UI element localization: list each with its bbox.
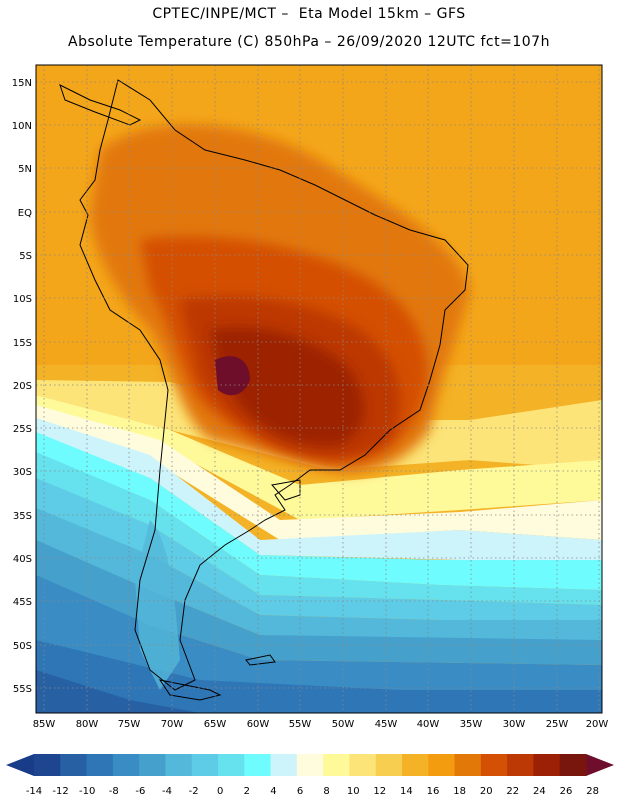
colorbar-swatch — [507, 754, 534, 776]
gridlines — [36, 65, 602, 713]
chart-title-model: CPTEC/INPE/MCT – Eta Model 15km – GFS — [152, 6, 466, 22]
temperature-map[interactable]: 15N 10N 5N EQ 5S 10S 15S 20S 25S 30S 35S… — [0, 55, 618, 735]
lon-label: 85W — [33, 719, 56, 730]
colorbar-swatch — [402, 754, 429, 776]
colorbar-swatches — [34, 754, 587, 776]
colorbar-tick-label: 22 — [506, 786, 519, 797]
colorbar-swatch — [454, 754, 482, 776]
colorbar-tick-label: -12 — [52, 786, 68, 797]
colorbar-tick-label: -8 — [109, 786, 119, 797]
chart-title-field: Absolute Temperature (C) 850hPa – 26/09/… — [68, 34, 550, 50]
lon-label: 40W — [417, 719, 440, 730]
colorbar-swatch — [296, 754, 324, 776]
colorbar-tick-label: 16 — [427, 786, 440, 797]
colorbar-under-arrow — [6, 754, 34, 776]
colorbar-tick-label: 20 — [480, 786, 493, 797]
lat-axis: 15N 10N 5N EQ 5S 10S 15S 20S 25S 30S 35S… — [12, 78, 32, 695]
colorbar-swatch — [86, 754, 114, 776]
colorbar-swatch — [349, 754, 377, 776]
colorbar-swatch — [533, 754, 561, 776]
lat-label: 50S — [13, 641, 32, 652]
colorbar-tick-label: 26 — [560, 786, 573, 797]
lon-label: 35W — [460, 719, 483, 730]
lon-label: 30W — [503, 719, 526, 730]
colorbar-swatch — [191, 754, 219, 776]
colorbar-over-arrow — [586, 754, 614, 776]
lat-label: EQ — [18, 208, 32, 219]
coastline — [59, 79, 469, 701]
lat-label: 10N — [12, 121, 32, 132]
lon-label: 25W — [546, 719, 569, 730]
lat-label: 30S — [13, 467, 32, 478]
lon-label: 75W — [118, 719, 141, 730]
colorbar-tick-label: 4 — [270, 786, 276, 797]
lon-label: 50W — [332, 719, 355, 730]
colorbar-tick-label: 6 — [297, 786, 303, 797]
lon-label: 80W — [76, 719, 99, 730]
lat-label: 5S — [19, 251, 32, 262]
colorbar-swatch — [428, 754, 456, 776]
colorbar-tick-label: 12 — [373, 786, 386, 797]
colorbar-swatch — [60, 754, 88, 776]
lat-label: 5N — [18, 164, 32, 175]
temperature-field — [36, 65, 602, 713]
colorbar-swatch — [244, 754, 272, 776]
colorbar-tick-label: 10 — [347, 786, 360, 797]
lon-label: 20W — [586, 719, 609, 730]
colorbar-tick-label: 18 — [453, 786, 466, 797]
colorbar-tick-label: -10 — [79, 786, 95, 797]
colorbar-swatch — [480, 754, 508, 776]
lat-label: 15S — [13, 338, 32, 349]
colorbar-swatch — [112, 754, 140, 776]
colorbar-swatch — [218, 754, 245, 776]
lat-label: 35S — [13, 511, 32, 522]
lat-label: 25S — [13, 424, 32, 435]
colorbar-tick-label: -4 — [162, 786, 172, 797]
colorbar-swatch — [559, 754, 587, 776]
lat-label: 45S — [13, 597, 32, 608]
map-frame — [35, 64, 603, 714]
colorbar-swatch — [139, 754, 166, 776]
colorbar-tick-label: 14 — [400, 786, 413, 797]
colorbar: -14 -12 -10 -8 -6 -4 -2 0 2 4 6 8 10 12 … — [6, 754, 614, 797]
lat-label: 40S — [13, 554, 32, 565]
lon-axis: 85W 80W 75W 70W 65W 60W 55W 50W 45W 40W … — [33, 719, 609, 730]
colorbar-tick-label: 0 — [217, 786, 223, 797]
colorbar-swatch — [34, 754, 61, 776]
lat-label: 55S — [13, 684, 32, 695]
lon-label: 60W — [247, 719, 270, 730]
colorbar-tick-label: -2 — [189, 786, 199, 797]
lat-label: 15N — [12, 78, 32, 89]
colorbar-swatch — [270, 754, 298, 776]
colorbar-tick-label: 28 — [586, 786, 599, 797]
colorbar-tick-label: 8 — [323, 786, 329, 797]
lon-label: 45W — [375, 719, 398, 730]
lon-label: 70W — [161, 719, 184, 730]
colorbar-swatch — [375, 754, 403, 776]
colorbar-tick-label: -6 — [135, 786, 145, 797]
colorbar-ticks: -14 -12 -10 -8 -6 -4 -2 0 2 4 6 8 10 12 … — [26, 786, 599, 797]
colorbar-swatch — [323, 754, 350, 776]
lat-label: 10S — [13, 294, 32, 305]
lat-label: 20S — [13, 381, 32, 392]
lon-label: 65W — [204, 719, 227, 730]
colorbar-tick-label: -14 — [26, 786, 42, 797]
colorbar-swatch — [165, 754, 193, 776]
colorbar-tick-label: 2 — [244, 786, 250, 797]
lon-label: 55W — [289, 719, 312, 730]
colorbar-tick-label: 24 — [533, 786, 546, 797]
